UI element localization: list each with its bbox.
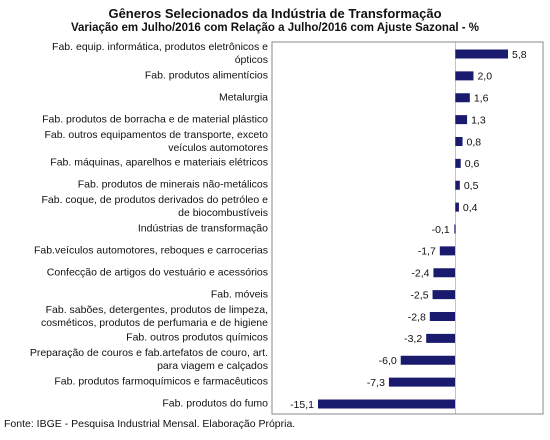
category-label: Fab. equip. informática, produtos eletrô… [52,41,268,66]
value-label: 0,5 [464,180,479,192]
value-label: -0,1 [432,224,450,236]
bar [439,246,456,256]
bar [455,202,459,212]
bar [455,115,468,125]
bar [455,180,460,190]
value-label: -2,8 [408,311,426,323]
category-label: Fab. móveis [210,288,268,301]
source-note: Fonte: IBGE - Pesquisa Industrial Mensal… [4,418,296,430]
category-label: Fab. outros produtos químicos [126,331,268,344]
chart-title: Gêneros Selecionados da Indústria de Tra… [108,6,442,21]
bar [455,49,508,59]
category-label: Preparação de couros e fab.artefatos de … [29,347,268,373]
bar [455,158,461,168]
plot-frame [271,41,544,415]
category-label: Fab. produtos farmoquímicos e farmacêuti… [54,375,268,388]
value-label: -2,4 [411,268,429,280]
value-label: -1,7 [418,246,436,258]
value-label: 0,6 [465,158,480,170]
bar [433,268,456,278]
value-label: 1,6 [474,93,489,105]
value-label: -2,5 [410,289,428,301]
category-label: Fab. sabões, detergentes, produtos de li… [40,303,268,329]
category-label: Metalurgia [218,91,268,104]
bar [455,71,474,81]
category-label: Fab.veículos automotores, reboques e car… [33,244,268,257]
category-label: Confecção de artigos do vestuário e aces… [46,266,268,279]
value-label: -7,3 [367,377,385,389]
value-label: -15,1 [290,399,314,411]
value-label: 0,4 [463,202,478,214]
value-label: 1,3 [471,114,486,126]
bar [429,312,456,321]
chart-subtitle: Variação em Julho/2016 com Relação a Jul… [71,22,479,34]
category-label: Fab. máquinas, aparelhos e materiais elé… [50,156,268,169]
category-label: Fab. outros equipamentos de transporte, … [44,128,268,154]
category-label: Fab. produtos de borracha e de material … [42,113,268,126]
value-label: 5,8 [512,49,527,61]
bar [400,355,456,365]
value-label: 2,0 [477,71,492,83]
category-label: Fab. produtos alimentícios [144,69,268,82]
bar [318,399,456,409]
bar [426,333,456,343]
value-label: 0,8 [467,136,482,148]
bar [432,290,456,300]
bar [388,377,456,387]
value-label: -6,0 [379,355,397,367]
value-label: -3,2 [404,333,422,345]
category-label: Fab. produtos de minerais não-metálicos [77,178,268,191]
category-label: Fab. coque, de produtos derivados do pet… [41,194,269,220]
bar [455,93,470,103]
category-label: Fab. produtos do fumo [162,397,268,410]
bar [455,137,463,146]
category-label: Indústrias de transformação [137,222,268,235]
